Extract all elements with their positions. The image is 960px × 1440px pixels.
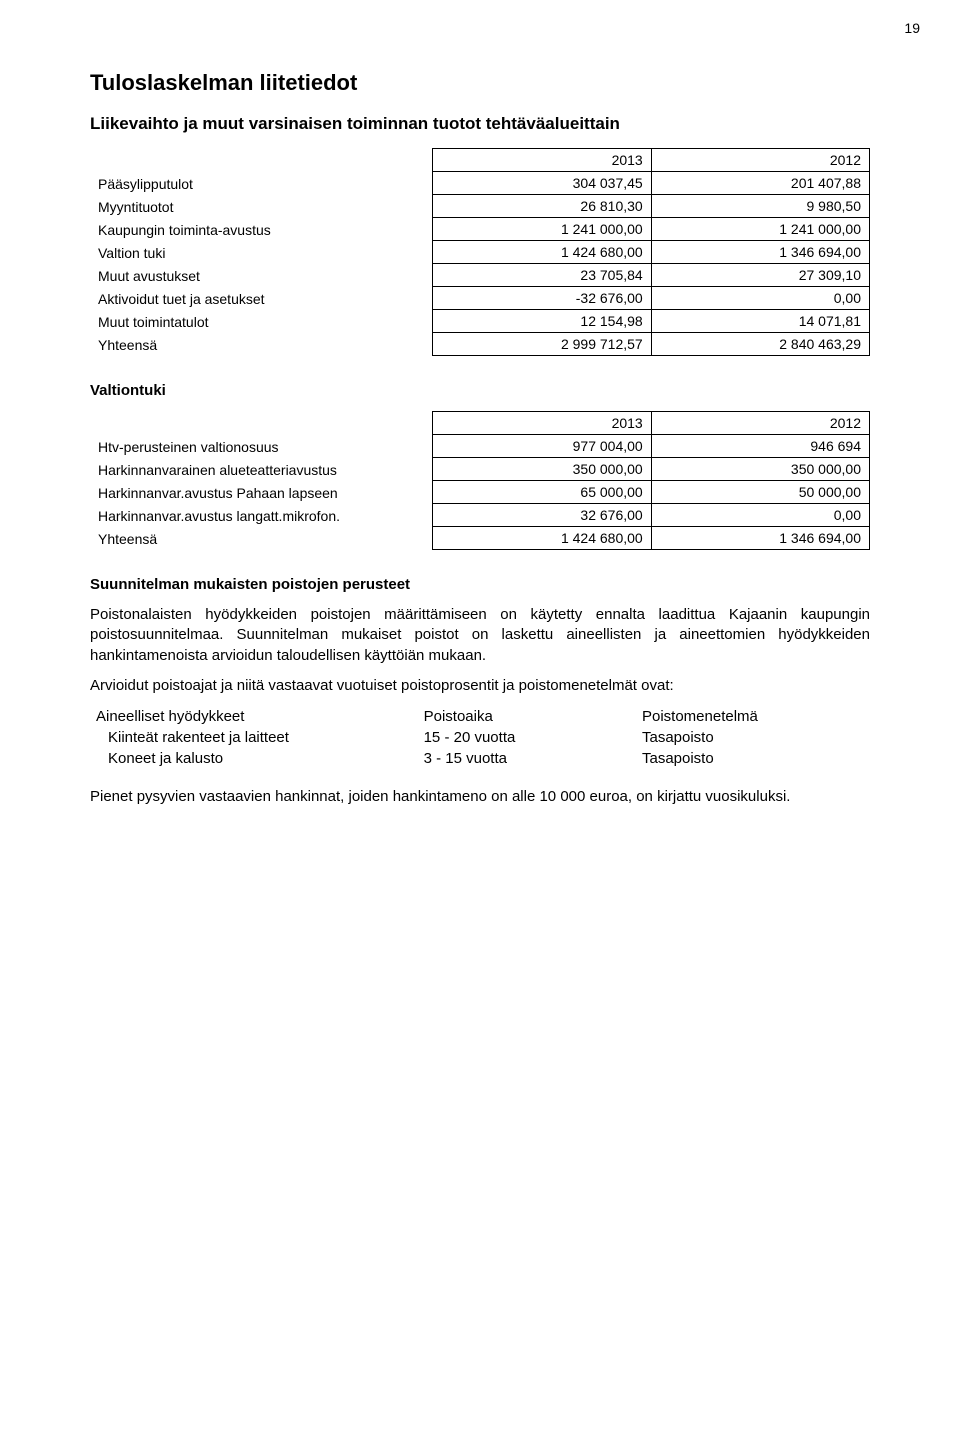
cell-value: 9 980,50 bbox=[651, 195, 869, 218]
cell-label: Harkinnanvarainen alueteatteriavustus bbox=[90, 458, 433, 481]
total-value: 2 840 463,29 bbox=[651, 333, 869, 356]
depr-header-b: Poistoaika bbox=[418, 706, 636, 727]
cell-value: 23 705,84 bbox=[433, 264, 651, 287]
cell-value: 350 000,00 bbox=[651, 458, 869, 481]
section3-paragraph-3: Pienet pysyvien vastaavien hankinnat, jo… bbox=[90, 787, 870, 807]
cell-value: 946 694 bbox=[651, 435, 869, 458]
header-year-b: 2012 bbox=[651, 149, 869, 172]
depr-row: Kiinteät rakenteet ja laitteet 15 - 20 v… bbox=[90, 727, 870, 748]
cell-value: 350 000,00 bbox=[433, 458, 651, 481]
table-row: Myyntituotot 26 810,30 9 980,50 bbox=[90, 195, 870, 218]
table-row: Muut avustukset 23 705,84 27 309,10 bbox=[90, 264, 870, 287]
table-row: Htv-perusteinen valtionosuus 977 004,00 … bbox=[90, 435, 870, 458]
cell-value: 50 000,00 bbox=[651, 481, 869, 504]
depr-cell: Koneet ja kalusto bbox=[90, 748, 418, 769]
cell-label: Muut toimintatulot bbox=[90, 310, 433, 333]
depr-cell: 15 - 20 vuotta bbox=[418, 727, 636, 748]
cell-label: Muut avustukset bbox=[90, 264, 433, 287]
header-year-b: 2012 bbox=[651, 412, 869, 435]
cell-label: Harkinnanvar.avustus Pahaan lapseen bbox=[90, 481, 433, 504]
cell-value: 12 154,98 bbox=[433, 310, 651, 333]
cell-value: 977 004,00 bbox=[433, 435, 651, 458]
cell-label: Myyntituotot bbox=[90, 195, 433, 218]
section1-heading: Liikevaihto ja muut varsinaisen toiminna… bbox=[90, 114, 870, 134]
table-row: Harkinnanvar.avustus langatt.mikrofon. 3… bbox=[90, 504, 870, 527]
page-title: Tuloslaskelman liitetiedot bbox=[90, 70, 870, 96]
cell-label: Valtion tuki bbox=[90, 241, 433, 264]
cell-value: 304 037,45 bbox=[433, 172, 651, 195]
cell-value: 1 346 694,00 bbox=[651, 241, 869, 264]
depr-header-a: Aineelliset hyödykkeet bbox=[90, 706, 418, 727]
table-row: Valtion tuki 1 424 680,00 1 346 694,00 bbox=[90, 241, 870, 264]
depreciation-table: Aineelliset hyödykkeet Poistoaika Poisto… bbox=[90, 706, 870, 769]
total-label: Yhteensä bbox=[90, 527, 433, 550]
depr-cell: Kiinteät rakenteet ja laitteet bbox=[90, 727, 418, 748]
section2-table: 2013 2012 Htv-perusteinen valtionosuus 9… bbox=[90, 411, 870, 550]
cell-label: Harkinnanvar.avustus langatt.mikrofon. bbox=[90, 504, 433, 527]
table-row: Harkinnanvarainen alueteatteriavustus 35… bbox=[90, 458, 870, 481]
table-row: Muut toimintatulot 12 154,98 14 071,81 bbox=[90, 310, 870, 333]
cell-label: Htv-perusteinen valtionosuus bbox=[90, 435, 433, 458]
cell-label: Kaupungin toiminta-avustus bbox=[90, 218, 433, 241]
table-row: Harkinnanvar.avustus Pahaan lapseen 65 0… bbox=[90, 481, 870, 504]
total-label: Yhteensä bbox=[90, 333, 433, 356]
cell-value: 32 676,00 bbox=[433, 504, 651, 527]
header-empty bbox=[90, 149, 433, 172]
cell-label: Aktivoidut tuet ja asetukset bbox=[90, 287, 433, 310]
table-row: Pääsylipputulot 304 037,45 201 407,88 bbox=[90, 172, 870, 195]
depr-cell: 3 - 15 vuotta bbox=[418, 748, 636, 769]
page-number: 19 bbox=[904, 20, 920, 36]
section3-paragraph-2: Arvioidut poistoajat ja niitä vastaavat … bbox=[90, 676, 870, 696]
table-row: Aktivoidut tuet ja asetukset -32 676,00 … bbox=[90, 287, 870, 310]
depr-header-c: Poistomenetelmä bbox=[636, 706, 870, 727]
depr-cell: Tasapoisto bbox=[636, 727, 870, 748]
table-total-row: Yhteensä 1 424 680,00 1 346 694,00 bbox=[90, 527, 870, 550]
cell-label: Pääsylipputulot bbox=[90, 172, 433, 195]
cell-value: 201 407,88 bbox=[651, 172, 869, 195]
table-header-row: 2013 2012 bbox=[90, 412, 870, 435]
total-value: 2 999 712,57 bbox=[433, 333, 651, 356]
section3-paragraph-1: Poistonalaisten hyödykkeiden poistojen m… bbox=[90, 605, 870, 666]
depr-header-row: Aineelliset hyödykkeet Poistoaika Poisto… bbox=[90, 706, 870, 727]
table-header-row: 2013 2012 bbox=[90, 149, 870, 172]
cell-value: 14 071,81 bbox=[651, 310, 869, 333]
cell-value: 26 810,30 bbox=[433, 195, 651, 218]
table-row: Kaupungin toiminta-avustus 1 241 000,00 … bbox=[90, 218, 870, 241]
total-value: 1 346 694,00 bbox=[651, 527, 869, 550]
cell-value: 1 424 680,00 bbox=[433, 241, 651, 264]
cell-value: 27 309,10 bbox=[651, 264, 869, 287]
header-year-a: 2013 bbox=[433, 149, 651, 172]
section2-heading: Valtiontuki bbox=[90, 382, 870, 399]
table-total-row: Yhteensä 2 999 712,57 2 840 463,29 bbox=[90, 333, 870, 356]
section3-heading: Suunnitelman mukaisten poistojen peruste… bbox=[90, 576, 870, 593]
section1-table: 2013 2012 Pääsylipputulot 304 037,45 201… bbox=[90, 148, 870, 356]
cell-value: 0,00 bbox=[651, 504, 869, 527]
cell-value: -32 676,00 bbox=[433, 287, 651, 310]
header-year-a: 2013 bbox=[433, 412, 651, 435]
cell-value: 0,00 bbox=[651, 287, 869, 310]
cell-value: 1 241 000,00 bbox=[433, 218, 651, 241]
depr-cell: Tasapoisto bbox=[636, 748, 870, 769]
cell-value: 1 241 000,00 bbox=[651, 218, 869, 241]
header-empty bbox=[90, 412, 433, 435]
total-value: 1 424 680,00 bbox=[433, 527, 651, 550]
cell-value: 65 000,00 bbox=[433, 481, 651, 504]
document-page: 19 Tuloslaskelman liitetiedot Liikevaiht… bbox=[0, 0, 960, 1440]
depr-row: Koneet ja kalusto 3 - 15 vuotta Tasapois… bbox=[90, 748, 870, 769]
